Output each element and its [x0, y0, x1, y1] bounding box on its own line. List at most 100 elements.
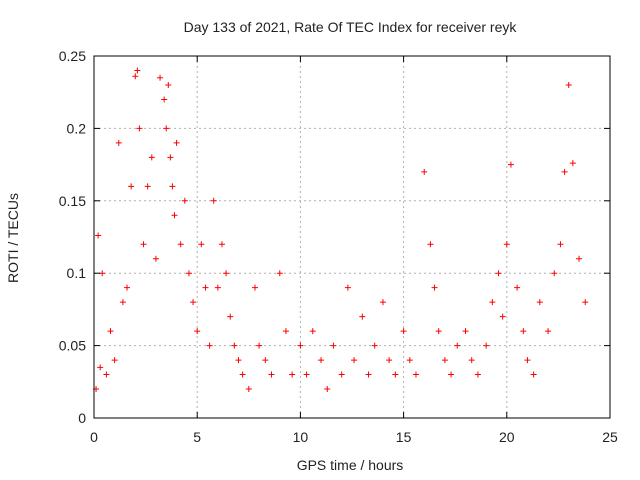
- data-point: [268, 371, 275, 378]
- data-point: [431, 284, 438, 291]
- data-point: [218, 241, 225, 248]
- data-point: [344, 284, 351, 291]
- data-point: [582, 299, 589, 306]
- x-tick-label: 25: [602, 429, 618, 445]
- data-point: [400, 328, 407, 335]
- x-axis-label: GPS time / hours: [297, 457, 404, 473]
- data-point: [297, 342, 304, 349]
- data-point: [227, 313, 234, 320]
- data-point: [318, 357, 325, 364]
- data-point: [223, 270, 230, 277]
- data-point: [309, 328, 316, 335]
- data-point: [576, 255, 583, 262]
- data-point: [177, 241, 184, 248]
- y-tick-label: 0.25: [59, 48, 86, 64]
- data-point: [324, 386, 331, 393]
- data-point: [144, 183, 151, 190]
- x-tick-label: 15: [396, 429, 412, 445]
- data-point: [206, 342, 213, 349]
- data-point: [202, 284, 209, 291]
- data-point: [536, 299, 543, 306]
- data-point: [161, 96, 168, 103]
- data-point: [214, 284, 221, 291]
- data-point: [371, 342, 378, 349]
- data-point: [448, 371, 455, 378]
- data-point: [289, 371, 296, 378]
- data-point: [103, 371, 110, 378]
- data-point: [386, 357, 393, 364]
- data-point: [231, 342, 238, 349]
- data-point: [210, 197, 217, 204]
- data-point: [163, 125, 170, 132]
- data-point: [190, 299, 197, 306]
- data-point: [95, 232, 102, 239]
- data-point: [124, 284, 131, 291]
- data-point: [148, 154, 155, 161]
- data-point: [115, 139, 122, 146]
- x-tick-label: 5: [193, 429, 201, 445]
- data-point: [338, 371, 345, 378]
- data-point: [171, 212, 178, 219]
- data-point: [495, 270, 502, 277]
- data-point: [167, 154, 174, 161]
- data-point: [530, 371, 537, 378]
- data-point: [359, 313, 366, 320]
- data-point: [173, 139, 180, 146]
- data-point: [351, 357, 358, 364]
- y-tick-label: 0.15: [59, 193, 86, 209]
- data-point: [235, 357, 242, 364]
- data-point: [507, 161, 514, 168]
- data-point: [282, 328, 289, 335]
- x-tick-label: 10: [293, 429, 309, 445]
- chart-title: Day 133 of 2021, Rate Of TEC Index for r…: [184, 19, 518, 35]
- y-tick-label: 0: [78, 410, 86, 426]
- plot-frame: [93, 55, 611, 419]
- data-point: [303, 371, 310, 378]
- data-point: [239, 371, 246, 378]
- x-tick-label: 0: [90, 429, 98, 445]
- data-point: [198, 241, 205, 248]
- data-point: [392, 371, 399, 378]
- data-point: [185, 270, 192, 277]
- data-point: [107, 328, 114, 335]
- data-point: [132, 73, 139, 80]
- data-point: [119, 299, 126, 306]
- data-point: [276, 270, 283, 277]
- x-tick-labels: 0 5 10 15 20 25: [90, 429, 618, 445]
- data-point: [99, 270, 106, 277]
- y-tick-labels: 0 0.05 0.1 0.15 0.2 0.25: [59, 48, 86, 426]
- data-point: [454, 342, 461, 349]
- data-point: [462, 328, 469, 335]
- x-tick-label: 20: [499, 429, 515, 445]
- data-point: [256, 342, 263, 349]
- data-point: [514, 284, 521, 291]
- data-point: [468, 357, 475, 364]
- data-point: [111, 357, 118, 364]
- data-point: [140, 241, 147, 248]
- y-tick-label: 0.05: [59, 338, 86, 354]
- data-point: [169, 183, 176, 190]
- data-point: [524, 357, 531, 364]
- data-point: [483, 342, 490, 349]
- data-point: [134, 67, 141, 74]
- data-point: [565, 81, 572, 88]
- data-point: [435, 328, 442, 335]
- data-point: [251, 284, 258, 291]
- y-tick-label: 0.2: [67, 120, 87, 136]
- y-axis-label: ROTI / TECUs: [5, 193, 21, 283]
- y-tick-label: 0.1: [67, 265, 87, 281]
- data-point: [181, 197, 188, 204]
- data-point: [499, 313, 506, 320]
- data-point: [245, 386, 252, 393]
- data-point: [561, 168, 568, 175]
- data-point: [557, 241, 564, 248]
- data-point: [551, 270, 558, 277]
- data-point: [136, 125, 143, 132]
- data-point: [379, 299, 386, 306]
- data-point: [569, 160, 576, 167]
- data-point: [97, 364, 104, 371]
- data-point: [545, 328, 552, 335]
- data-point: [152, 255, 159, 262]
- data-point: [194, 328, 201, 335]
